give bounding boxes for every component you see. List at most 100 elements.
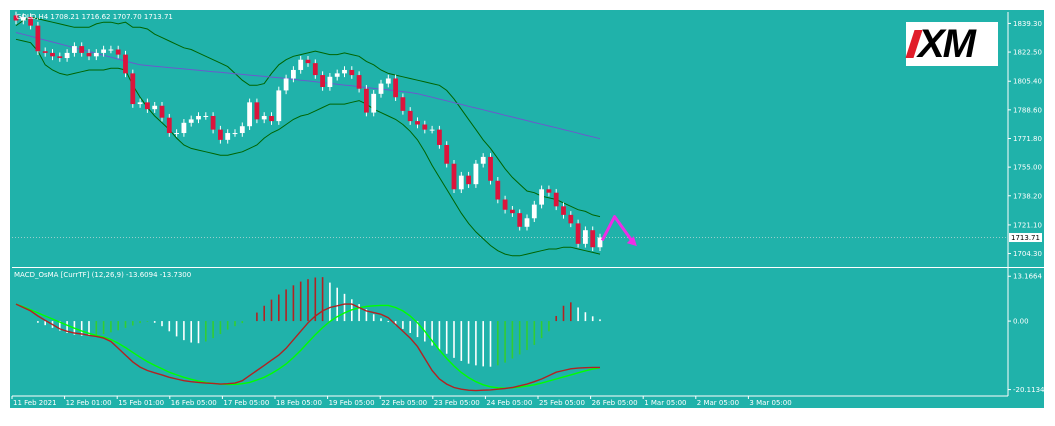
- time-tick-label: 15 Feb 01:00: [118, 399, 164, 407]
- candle-bear: [86, 52, 92, 57]
- candle-bull: [232, 133, 238, 135]
- candle-bear: [159, 105, 165, 118]
- time-tick-label: 18 Feb 05:00: [276, 399, 322, 407]
- macd-title: MACD_OsMA [CurrTF] (12,26,9) -13.6094 -1…: [14, 271, 192, 279]
- xm-logo: XM: [905, 22, 998, 66]
- candle-bull: [20, 17, 26, 21]
- candle-bear: [115, 49, 121, 55]
- price-tick-label: 1822.50: [1013, 49, 1042, 57]
- candle-bull: [429, 129, 435, 131]
- time-tick-label: 11 Feb 2021: [13, 399, 57, 407]
- candle-bear: [568, 214, 574, 224]
- candle-bull: [480, 156, 486, 164]
- macd-tick-label: 13.1664: [1013, 273, 1042, 281]
- candle-bear: [210, 115, 216, 130]
- candle-bull: [539, 189, 544, 205]
- candle-bull: [583, 230, 588, 244]
- time-tick-label: 19 Feb 05:00: [329, 399, 375, 407]
- candle-bear: [510, 209, 515, 214]
- candles: [13, 11, 637, 251]
- chart-grid: [12, 12, 1044, 397]
- candle-bear: [466, 175, 471, 185]
- upper-band-line: [15, 16, 601, 218]
- candle-bear: [488, 156, 493, 181]
- macd-indicator: [15, 277, 601, 392]
- candle-bear: [218, 129, 223, 140]
- candle-bull: [531, 204, 537, 219]
- candle-bull: [291, 69, 296, 79]
- time-tick-label: 12 Feb 01:00: [66, 399, 112, 407]
- price-tick-label: 1805.40: [1013, 78, 1042, 86]
- time-tick-label: 24 Feb 05:00: [486, 399, 532, 407]
- candle-bear: [502, 199, 508, 210]
- candle-bear: [13, 15, 19, 21]
- candle-bear: [546, 189, 552, 193]
- candle-bull: [342, 69, 347, 74]
- candle-bear: [356, 75, 362, 89]
- time-tick-label: 2 Mar 05:00: [697, 399, 739, 407]
- candle-bear: [305, 59, 311, 64]
- candle-bull: [225, 133, 231, 140]
- lower-band-line: [15, 38, 601, 257]
- candle-bull: [458, 175, 464, 190]
- price-tick-label: 1738.20: [1013, 192, 1042, 200]
- candle-bear: [590, 230, 596, 248]
- candle-bear: [42, 51, 48, 53]
- candle-bear: [28, 17, 33, 26]
- time-tick-label: 1 Mar 05:00: [644, 399, 686, 407]
- candle-bull: [247, 102, 252, 127]
- candle-bear: [130, 73, 136, 105]
- candle-bear: [495, 180, 501, 200]
- moving-average-line: [15, 32, 601, 140]
- macd-main-line: [15, 303, 600, 392]
- time-tick-label: 23 Feb 05:00: [434, 399, 480, 407]
- candle-bull: [524, 218, 530, 227]
- candle-bear: [451, 163, 457, 190]
- candle-bull: [283, 78, 289, 91]
- price-tick-label: 1788.60: [1013, 106, 1042, 114]
- price-tick-label: 1721.10: [1013, 221, 1042, 229]
- candle-bear: [79, 46, 85, 53]
- candle-bear: [312, 63, 318, 76]
- bollinger-bands: [15, 16, 601, 257]
- price-tick-label: 1704.30: [1013, 250, 1042, 258]
- candle-bear: [553, 192, 559, 207]
- candle-bear: [517, 213, 523, 227]
- macd-tick-label: -20.1134: [1013, 386, 1045, 394]
- candle-bull: [473, 163, 479, 185]
- candle-bear: [320, 75, 325, 88]
- candle-bull: [378, 83, 384, 94]
- candle-bull: [152, 105, 158, 110]
- candle-bear: [422, 124, 428, 130]
- candle-bull: [188, 119, 194, 123]
- candle-bear: [415, 121, 420, 125]
- candle-bull: [371, 93, 377, 113]
- time-tick-label: 3 Mar 05:00: [749, 399, 791, 407]
- forecast-arrow-head: [626, 236, 637, 247]
- time-tick-label: 22 Feb 05:00: [381, 399, 427, 407]
- axes: 1839.30 1822.50 1805.40 1788.60 1771.80 1755.…: [11, 20, 1045, 407]
- candle-bull: [385, 78, 391, 84]
- macd-tick-label: 0.00: [1013, 318, 1029, 326]
- candle-bear: [35, 25, 41, 52]
- candle-bear: [123, 54, 128, 74]
- candle-bear: [393, 78, 398, 98]
- candle-bear: [50, 52, 55, 57]
- xm-logo-text: XM: [918, 22, 976, 66]
- candle-bear: [364, 88, 369, 113]
- candle-bull: [137, 102, 143, 105]
- candle-bull: [181, 122, 187, 134]
- time-tick-label: 26 Feb 05:00: [592, 399, 638, 407]
- candle-bull: [298, 59, 304, 70]
- candle-bear: [437, 129, 442, 145]
- candle-bull: [239, 126, 245, 134]
- candle-bear: [400, 97, 406, 111]
- candle-bull: [64, 52, 70, 59]
- candle-bear: [166, 117, 172, 134]
- price-tick-label: 1771.80: [1013, 135, 1042, 143]
- candle-bull: [334, 73, 340, 77]
- candle-bear: [575, 223, 581, 244]
- chart-title: GOLD,H4 1708.21 1716.62 1707.70 1713.71: [16, 13, 173, 21]
- candle-bear: [561, 206, 566, 215]
